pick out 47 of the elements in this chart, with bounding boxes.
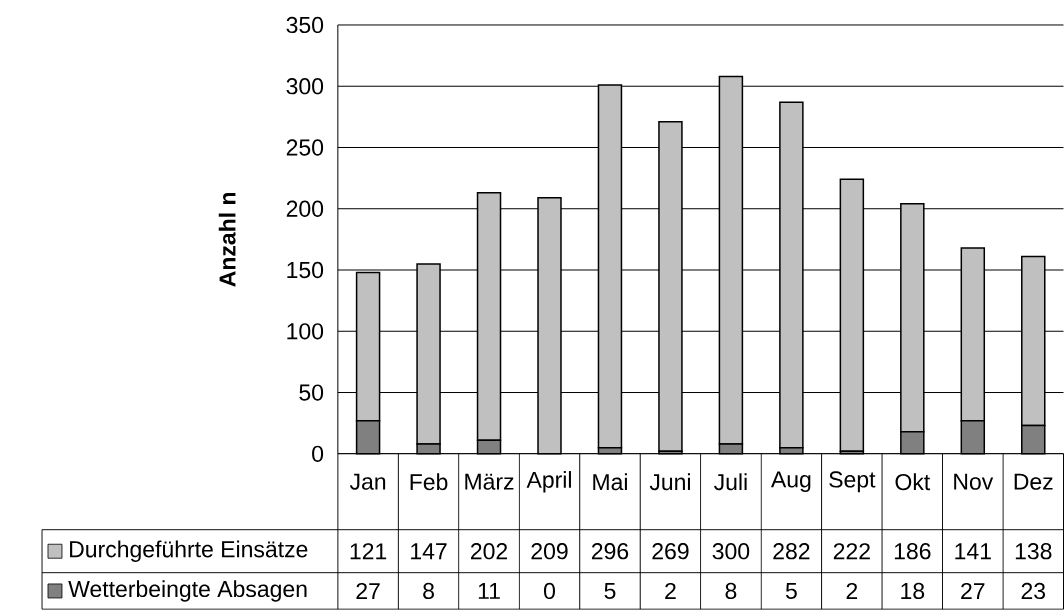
legend-label: Wetterbeingte Absagen: [68, 580, 307, 602]
data-label: 11: [478, 583, 500, 600]
x-tick-label: Feb: [410, 473, 448, 491]
data-label: 300: [712, 543, 750, 560]
y-tick-label: 250: [286, 139, 324, 156]
data-label: 27: [961, 583, 985, 600]
x-tick-label: Okt: [895, 473, 931, 491]
y-tick-label: 200: [286, 200, 324, 218]
y-tick-label: 50: [299, 384, 324, 401]
legend-label: Durchgeführte Einsätze: [70, 540, 308, 563]
data-label: 5: [604, 583, 616, 600]
y-tick-label: 300: [286, 78, 324, 95]
data-label: 2: [665, 583, 676, 600]
x-tick-label: Mai: [593, 473, 627, 491]
data-label: 23: [1021, 582, 1046, 600]
data-label: 296: [591, 543, 629, 560]
data-label: 282: [773, 543, 810, 560]
data-label: 138: [1015, 543, 1052, 560]
data-label: 27: [356, 583, 380, 600]
x-tick-label: April: [526, 471, 571, 493]
y-tick-label: 150: [287, 262, 324, 279]
x-tick-label: März: [465, 473, 514, 490]
data-label: 8: [725, 582, 737, 600]
x-tick-label: Nov: [954, 473, 994, 490]
data-label: 2: [846, 583, 858, 600]
y-axis-title: Anzahl n: [218, 193, 236, 287]
data-label: 269: [652, 543, 689, 560]
x-tick-label: Aug: [770, 471, 811, 493]
x-tick-label: Dez: [1014, 473, 1053, 490]
data-label: 18: [901, 582, 925, 600]
data-label: 209: [531, 543, 568, 560]
x-tick-label: Jan: [349, 473, 386, 490]
data-label: 5: [785, 583, 797, 600]
data-label: 141: [955, 543, 991, 560]
x-tick-label: Juni: [649, 473, 690, 491]
y-tick-label: 0: [312, 445, 324, 463]
x-tick-label: Sept: [829, 471, 876, 493]
data-label: 186: [894, 543, 931, 560]
x-tick-label: Juli: [714, 473, 747, 491]
y-tick-label: 100: [287, 323, 324, 340]
data-label: 222: [833, 543, 870, 560]
y-tick-label: 350: [286, 16, 324, 34]
data-label: 0: [544, 582, 556, 600]
data-label: 147: [411, 543, 447, 560]
data-label: 8: [423, 582, 434, 600]
data-label: 121: [350, 543, 387, 560]
data-label: 202: [471, 543, 508, 560]
